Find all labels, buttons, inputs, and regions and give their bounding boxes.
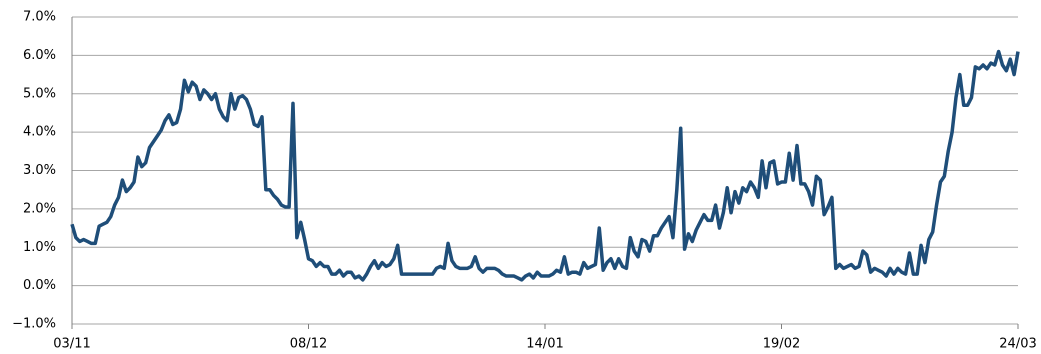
y-tick-label: −1.0% bbox=[12, 317, 56, 332]
y-tick-label: 6.0% bbox=[23, 48, 56, 63]
y-tick-label: 4.0% bbox=[23, 125, 56, 140]
x-tick-label: 03/11 bbox=[53, 337, 90, 352]
y-tick-label: 2.0% bbox=[23, 201, 56, 216]
y-tick-label: 0.0% bbox=[23, 278, 56, 293]
y-tick-label: 5.0% bbox=[23, 86, 56, 101]
x-tick-label: 19/02 bbox=[763, 337, 800, 352]
y-tick-label: 1.0% bbox=[23, 240, 56, 255]
x-tick-label: 14/01 bbox=[526, 337, 563, 352]
y-tick-label: 3.0% bbox=[23, 163, 56, 178]
line-series bbox=[70, 49, 1020, 282]
x-tick-label: 08/12 bbox=[290, 337, 327, 352]
y-tick-label: 7.0% bbox=[23, 10, 56, 25]
x-tick-label: 24/03 bbox=[999, 337, 1036, 352]
